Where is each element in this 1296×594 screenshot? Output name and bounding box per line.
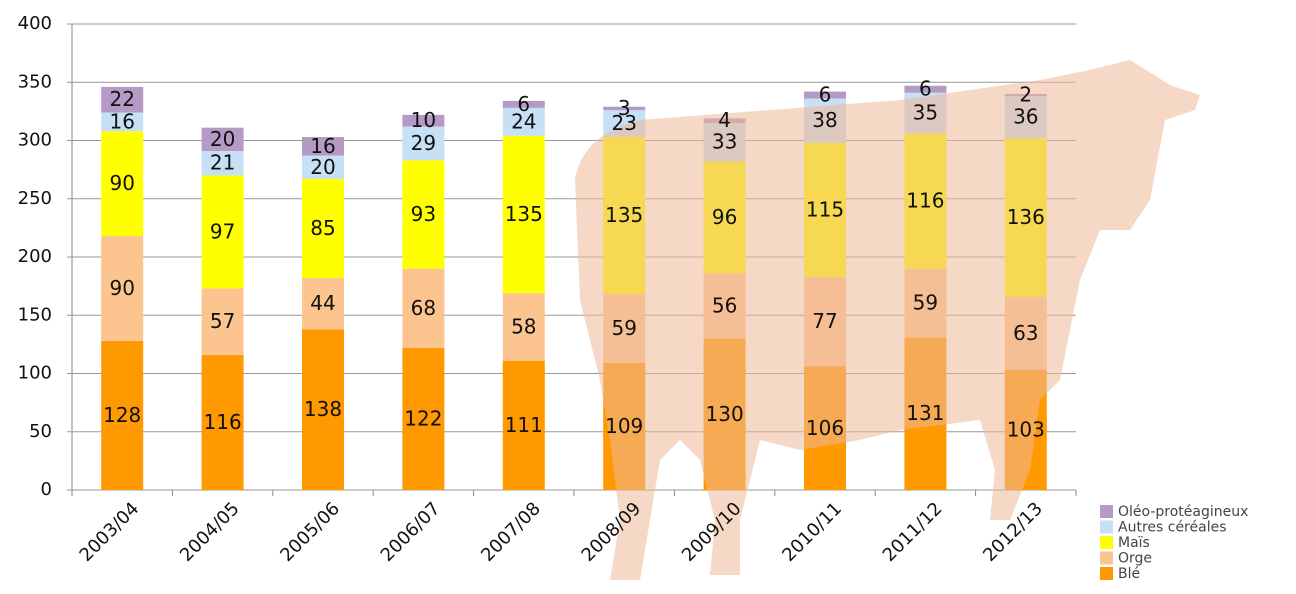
data-label: 21 (210, 151, 235, 175)
data-label: 96 (712, 205, 737, 229)
data-label: 135 (605, 203, 643, 227)
y-tick-label: 100 (18, 363, 52, 384)
data-label: 122 (404, 406, 442, 430)
data-label: 106 (806, 416, 844, 440)
y-tick-label: 300 (18, 130, 52, 151)
data-label: 93 (411, 202, 436, 226)
data-label: 111 (505, 413, 543, 437)
legend-label: Orge (1118, 551, 1152, 567)
data-label: 130 (706, 402, 744, 426)
data-label: 3 (618, 96, 631, 120)
data-label: 131 (906, 401, 944, 425)
legend-swatch (1100, 521, 1113, 534)
legend-label: Autres céréales (1118, 520, 1227, 536)
data-label: 33 (712, 130, 737, 154)
data-label: 138 (304, 397, 342, 421)
legend-label: Oléo-protéagineux (1118, 504, 1248, 520)
legend-label: Blé (1118, 566, 1140, 582)
y-tick-label: 150 (18, 304, 52, 325)
x-tick-label: 2003/04 (76, 498, 144, 566)
data-label: 20 (310, 155, 335, 179)
data-label: 128 (103, 403, 141, 427)
data-label: 97 (210, 219, 235, 243)
data-label: 90 (109, 276, 134, 300)
data-label: 29 (411, 131, 436, 155)
data-label: 115 (806, 197, 844, 221)
y-tick-label: 200 (18, 246, 52, 267)
data-label: 103 (1007, 418, 1045, 442)
data-label: 10 (411, 108, 436, 132)
data-label: 85 (310, 216, 335, 240)
data-label: 59 (913, 291, 938, 315)
data-label: 6 (517, 92, 530, 116)
y-tick-label: 0 (41, 479, 52, 500)
chart: 050100150200250300350400128909016222003/… (0, 0, 1296, 594)
legend-swatch (1100, 536, 1113, 549)
x-tick-label: 2011/12 (879, 498, 947, 566)
data-label: 58 (511, 314, 536, 338)
data-label: 57 (210, 309, 235, 333)
data-label: 22 (109, 87, 134, 111)
data-label: 35 (913, 101, 938, 125)
data-label: 44 (310, 291, 335, 315)
data-label: 59 (611, 316, 636, 340)
data-label: 16 (109, 109, 134, 133)
data-label: 116 (204, 410, 242, 434)
legend-label: Maïs (1118, 535, 1150, 551)
data-label: 16 (310, 134, 335, 158)
x-tick-label: 2010/11 (778, 498, 846, 566)
cow-silhouette (575, 60, 1200, 580)
data-label: 77 (812, 309, 837, 333)
x-tick-label: 2004/05 (176, 498, 244, 566)
y-tick-label: 50 (29, 421, 52, 442)
y-tick-label: 350 (18, 71, 52, 92)
legend-swatch (1100, 505, 1113, 518)
data-label: 38 (812, 108, 837, 132)
x-tick-label: 2007/08 (477, 498, 545, 566)
data-label: 56 (712, 293, 737, 317)
data-label: 6 (919, 77, 932, 101)
data-label: 20 (210, 127, 235, 151)
data-label: 2 (1019, 83, 1032, 107)
data-label: 116 (906, 189, 944, 213)
y-tick-label: 250 (18, 188, 52, 209)
data-label: 63 (1013, 321, 1038, 345)
data-label: 135 (505, 202, 543, 226)
data-label: 6 (819, 83, 832, 107)
x-tick-label: 2005/06 (276, 498, 344, 566)
legend-swatch (1100, 552, 1113, 565)
data-label: 136 (1007, 205, 1045, 229)
x-tick-label: 2006/07 (377, 498, 445, 566)
data-label: 109 (605, 414, 643, 438)
data-label: 36 (1013, 105, 1038, 129)
data-label: 90 (109, 171, 134, 195)
data-label: 68 (411, 296, 436, 320)
y-tick-label: 400 (18, 13, 52, 34)
legend-swatch (1100, 567, 1113, 580)
data-label: 4 (718, 108, 731, 132)
